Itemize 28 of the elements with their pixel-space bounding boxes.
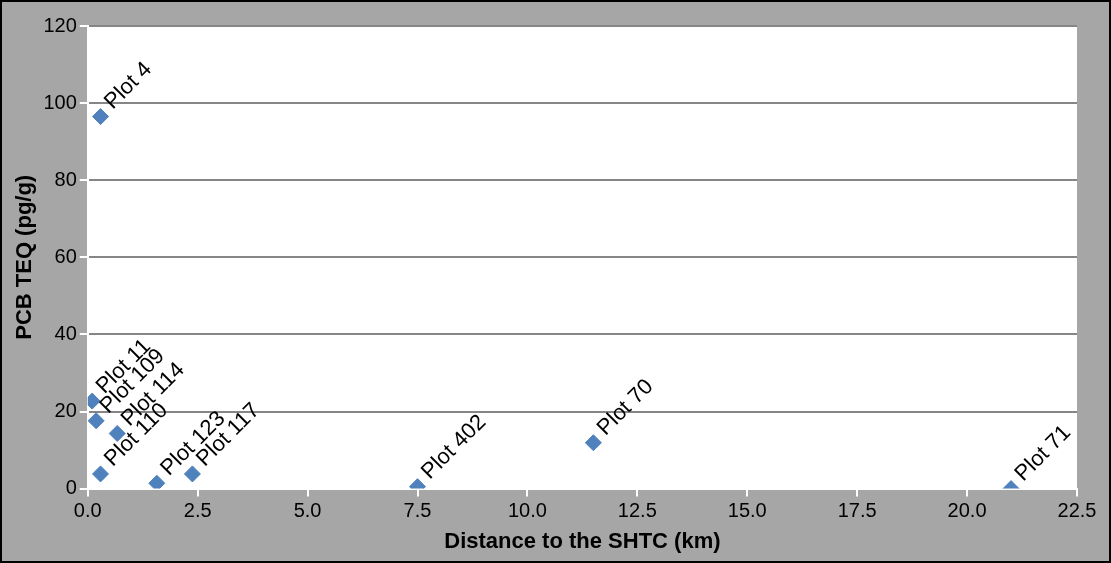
annotation: Plot 402 <box>415 408 491 484</box>
point <box>148 474 166 489</box>
x-tick-label: 22.5 <box>1057 499 1097 522</box>
x-tick-label: 7.5 <box>403 499 432 522</box>
x-tick-label: 15.0 <box>727 499 767 522</box>
y-tick-label: 60 <box>54 244 77 267</box>
y-tick-label: 100 <box>43 90 77 113</box>
point <box>87 412 105 430</box>
point <box>92 465 110 483</box>
annotation: Plot 4 <box>98 56 157 114</box>
x-tick-label: 0.0 <box>73 499 102 522</box>
x-tick-label: 17.5 <box>837 499 877 522</box>
y-tick-label: 120 <box>43 13 77 36</box>
annotation: Plot 71 <box>1009 419 1076 486</box>
annotation: Plot 70 <box>591 373 658 440</box>
y-tick-label: 40 <box>54 321 77 344</box>
y-tick-label: 20 <box>54 399 77 422</box>
y-axis-title: PCB TEQ (pg/g) <box>11 174 37 340</box>
point <box>584 434 602 452</box>
x-tick-label: 20.0 <box>947 499 987 522</box>
y-tick-label: 80 <box>54 167 77 190</box>
point <box>92 108 110 126</box>
x-tick-label: 10.0 <box>507 499 547 522</box>
x-axis-title: Distance to the SHTC (km) <box>444 527 721 553</box>
x-tick-label: 5.0 <box>293 499 322 522</box>
x-tick-label: 2.5 <box>183 499 212 522</box>
y-tick-label: 0 <box>65 476 77 499</box>
x-tick-label: 12.5 <box>617 499 657 522</box>
